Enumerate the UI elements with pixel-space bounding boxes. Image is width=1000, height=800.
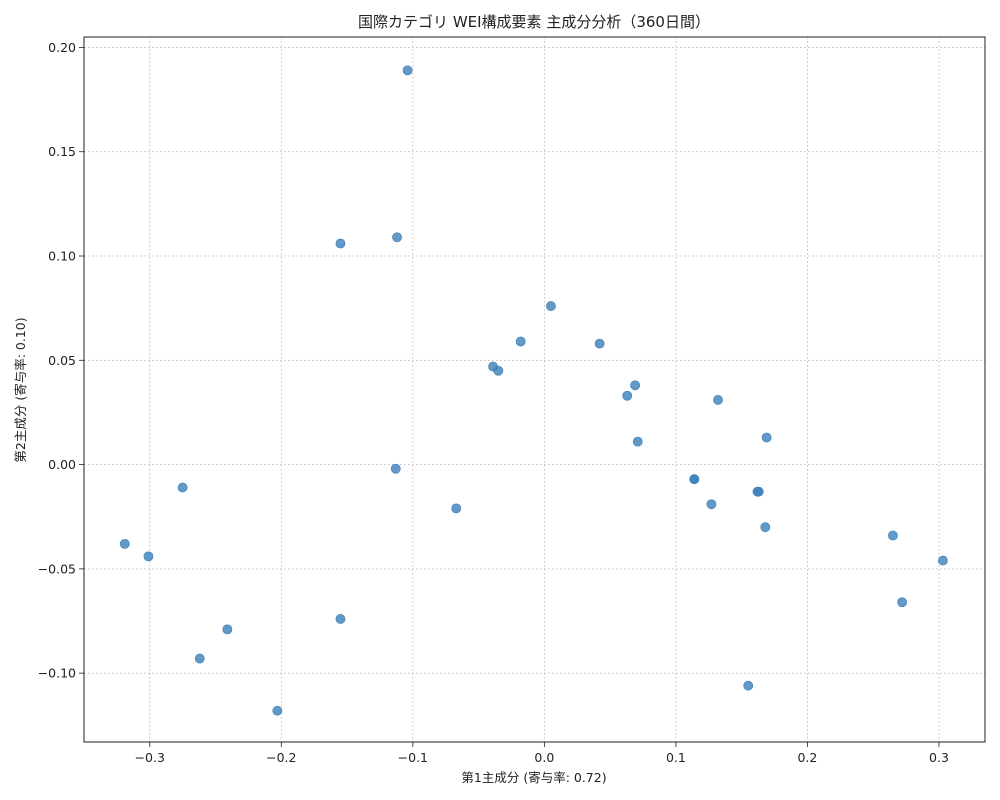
scatter-point xyxy=(177,482,188,493)
scatter-point xyxy=(622,390,633,401)
y-tick-label: 0.15 xyxy=(48,144,76,159)
scatter-point xyxy=(938,555,948,566)
scatter-point xyxy=(451,503,462,514)
scatter-point xyxy=(194,653,205,664)
scatter-point xyxy=(222,624,233,635)
scatter-point xyxy=(888,530,898,541)
grid-layer xyxy=(84,37,985,742)
y-tick-label: 0.20 xyxy=(48,40,76,55)
x-tick-label: −0.2 xyxy=(266,750,296,765)
x-tick-label: 0.0 xyxy=(534,750,554,765)
scatter-point xyxy=(630,380,641,391)
scatter-point xyxy=(390,463,401,474)
y-tick-label: 0.00 xyxy=(48,457,76,472)
scatter-point xyxy=(335,238,346,249)
scatter-point xyxy=(515,336,526,347)
scatter-point xyxy=(897,597,908,608)
y-tick-label: 0.10 xyxy=(48,249,76,264)
x-tick-label: 0.2 xyxy=(797,750,817,765)
y-tick-label: −0.05 xyxy=(38,561,76,576)
scatter-point xyxy=(119,538,130,549)
x-tick-label: 0.1 xyxy=(666,750,686,765)
x-tick-label: 0.3 xyxy=(929,750,949,765)
scatter-point xyxy=(392,232,402,243)
y-tick-label: 0.05 xyxy=(48,353,76,368)
scatter-point xyxy=(546,301,556,311)
scatter-point xyxy=(594,338,605,349)
scatter-point xyxy=(632,436,643,447)
scatter-point xyxy=(335,614,346,624)
scatter-point xyxy=(753,486,764,497)
plot-area-frame xyxy=(83,36,986,743)
scatter-point xyxy=(760,522,771,533)
scatter-point xyxy=(402,65,413,76)
points-layer xyxy=(119,65,948,716)
ticks-layer: −0.3 −0.2 −0.1 0.0 0.1 0.2 0.3 −0.10 −0.05 0.00 0.… xyxy=(38,40,949,765)
scatter-point xyxy=(713,395,723,405)
scatter-point xyxy=(743,680,754,691)
x-tick-label: −0.3 xyxy=(135,750,165,765)
scatter-point xyxy=(706,499,717,510)
chart-title: 国際カテゴリ WEI構成要素 主成分分析（360日間） xyxy=(358,13,710,31)
y-axis-label: 第2主成分 (寄与率: 0.10) xyxy=(13,317,28,462)
x-axis-label: 第1主成分 (寄与率: 0.72) xyxy=(461,770,606,785)
y-tick-label: −0.10 xyxy=(38,666,76,681)
scatter-point xyxy=(143,551,154,562)
x-tick-label: −0.1 xyxy=(398,750,428,765)
scatter-point xyxy=(493,365,504,376)
scatter-point xyxy=(272,705,283,716)
scatter-point xyxy=(761,432,772,443)
scatter-point xyxy=(689,474,700,485)
